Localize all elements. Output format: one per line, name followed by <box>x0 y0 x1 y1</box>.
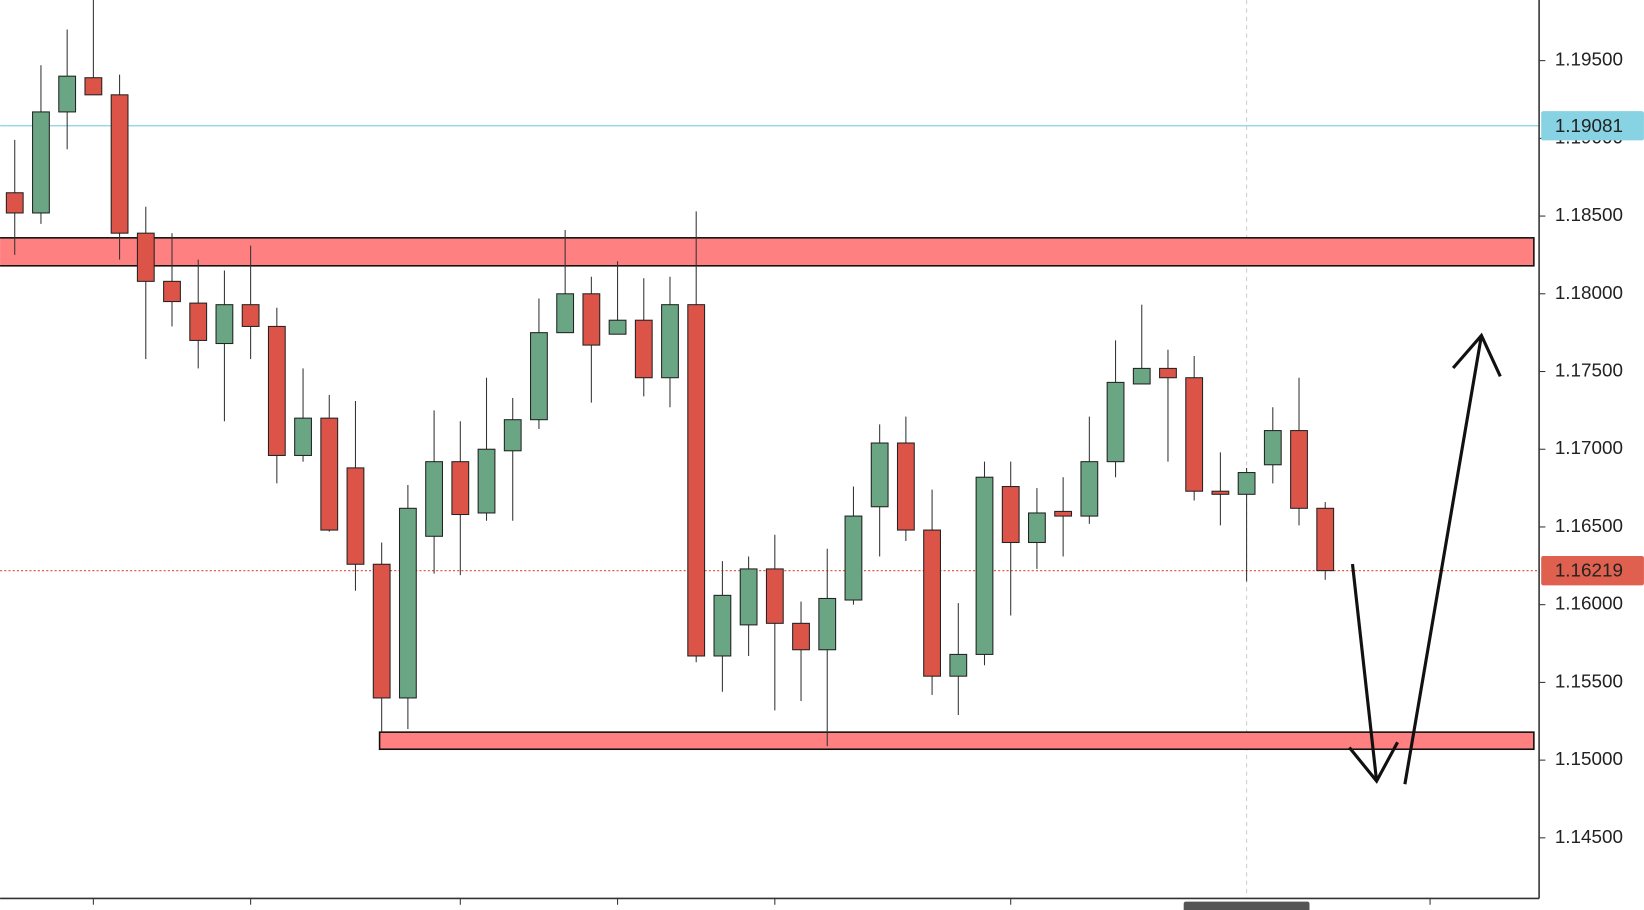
candle-body <box>818 597 837 651</box>
candle-body <box>1054 510 1073 517</box>
candle-body <box>1185 377 1204 492</box>
arrow-down <box>1350 563 1379 782</box>
candle-body <box>163 280 181 303</box>
candle-body <box>949 653 968 677</box>
candle-body <box>5 192 24 214</box>
crosshair-label-box <box>1183 901 1310 910</box>
candle-body <box>1080 461 1099 517</box>
candle-body <box>398 507 417 699</box>
candle-body <box>1290 430 1308 509</box>
candle-body <box>870 442 889 508</box>
candle-body <box>451 461 470 516</box>
candle-body <box>294 417 312 456</box>
candle-body <box>1132 367 1151 385</box>
candle-body <box>32 111 50 214</box>
candle-body <box>1028 512 1046 544</box>
price-label-box <box>1541 555 1644 586</box>
candle-body <box>608 319 627 335</box>
candle-body <box>1106 381 1125 463</box>
candle-body <box>556 293 575 334</box>
candle-body <box>267 325 286 456</box>
candle-body <box>687 304 706 657</box>
candle-body <box>530 332 548 421</box>
candle-body <box>1211 490 1230 495</box>
candle-body <box>1159 367 1177 379</box>
candle-body <box>844 515 863 601</box>
annotations <box>1348 332 1502 785</box>
candle-body <box>503 419 522 452</box>
candle-body <box>975 476 994 655</box>
candle-body <box>215 304 234 345</box>
candle-body <box>1316 507 1335 572</box>
ref-label: 1.19081 <box>1555 115 1623 136</box>
price-label: 1.16219 <box>1555 560 1623 581</box>
arrow-head <box>1451 332 1502 378</box>
candle-body <box>84 77 103 96</box>
candle-body <box>582 293 601 346</box>
y-tick-label: 1.18500 <box>1555 204 1623 225</box>
candle-body <box>477 448 496 514</box>
zone <box>378 731 1535 751</box>
y-tick-label: 1.16000 <box>1555 593 1623 614</box>
candle-body <box>739 568 758 626</box>
plot-area <box>0 0 1540 899</box>
candle-body <box>189 302 208 341</box>
y-tick-label: 1.19500 <box>1555 49 1623 70</box>
candle-body <box>896 442 915 531</box>
candle-body <box>58 75 77 113</box>
candle-body <box>1001 486 1020 544</box>
y-tick-label: 1.14500 <box>1555 826 1623 847</box>
candle-body <box>372 563 391 699</box>
candle-body <box>346 467 365 565</box>
ref-label-box <box>1541 111 1644 141</box>
candle-body <box>136 232 155 282</box>
y-tick-label: 1.15500 <box>1555 670 1623 691</box>
y-tick-label: 1.17000 <box>1555 437 1623 458</box>
candle-body <box>241 304 260 327</box>
crosshair-label: 2018-07-13 <box>1198 906 1294 910</box>
candle-body <box>765 568 784 624</box>
candle-body <box>110 94 129 234</box>
y-tick-label: 1.17500 <box>1555 359 1623 380</box>
candle-body <box>1263 430 1282 466</box>
y-tick-label: 1.16500 <box>1555 515 1623 536</box>
candle-body <box>923 529 941 677</box>
zone <box>0 237 1535 267</box>
candle-body <box>425 461 444 537</box>
y-tick-label: 1.18000 <box>1555 282 1623 303</box>
candle-body <box>320 417 339 531</box>
candle-body <box>1237 472 1256 495</box>
arrow-up <box>1403 335 1483 785</box>
arrow-head <box>1348 741 1399 784</box>
candle-body <box>792 622 810 651</box>
candle-body <box>661 304 679 379</box>
y-tick-label: 1.15000 <box>1555 748 1623 769</box>
candle-body <box>634 319 653 379</box>
candle-body <box>713 594 732 657</box>
